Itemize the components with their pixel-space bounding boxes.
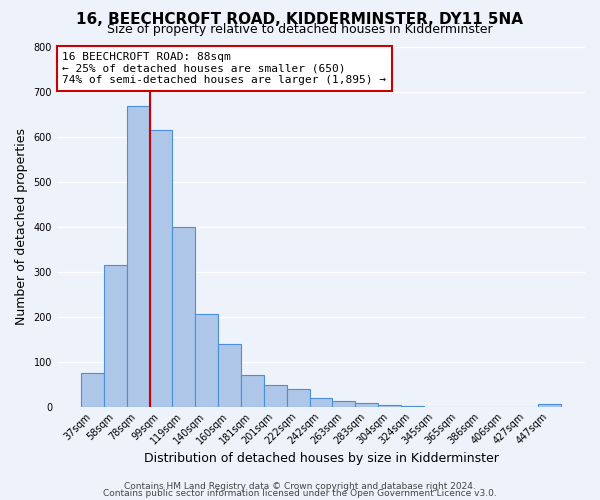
Bar (538, 404, 561, 406)
Bar (172, 226, 195, 406)
Bar (241, 375, 264, 406)
Bar (104, 265, 127, 406)
Bar (149, 130, 172, 406)
Bar (310, 398, 332, 406)
Bar (218, 344, 241, 406)
Text: Size of property relative to detached houses in Kidderminster: Size of property relative to detached ho… (107, 22, 493, 36)
Bar (287, 390, 310, 406)
Bar (195, 314, 218, 406)
Y-axis label: Number of detached properties: Number of detached properties (15, 128, 28, 325)
Text: Contains public sector information licensed under the Open Government Licence v3: Contains public sector information licen… (103, 489, 497, 498)
Bar (332, 401, 355, 406)
Text: 16, BEECHCROFT ROAD, KIDDERMINSTER, DY11 5NA: 16, BEECHCROFT ROAD, KIDDERMINSTER, DY11… (77, 12, 523, 28)
Bar (378, 405, 401, 406)
Text: 16 BEECHCROFT ROAD: 88sqm
← 25% of detached houses are smaller (650)
74% of semi: 16 BEECHCROFT ROAD: 88sqm ← 25% of detac… (62, 52, 386, 85)
Bar (127, 106, 149, 406)
Bar (355, 403, 378, 406)
X-axis label: Distribution of detached houses by size in Kidderminster: Distribution of detached houses by size … (143, 452, 499, 465)
Bar (264, 385, 287, 406)
Bar (81, 373, 104, 406)
Text: Contains HM Land Registry data © Crown copyright and database right 2024.: Contains HM Land Registry data © Crown c… (124, 482, 476, 491)
